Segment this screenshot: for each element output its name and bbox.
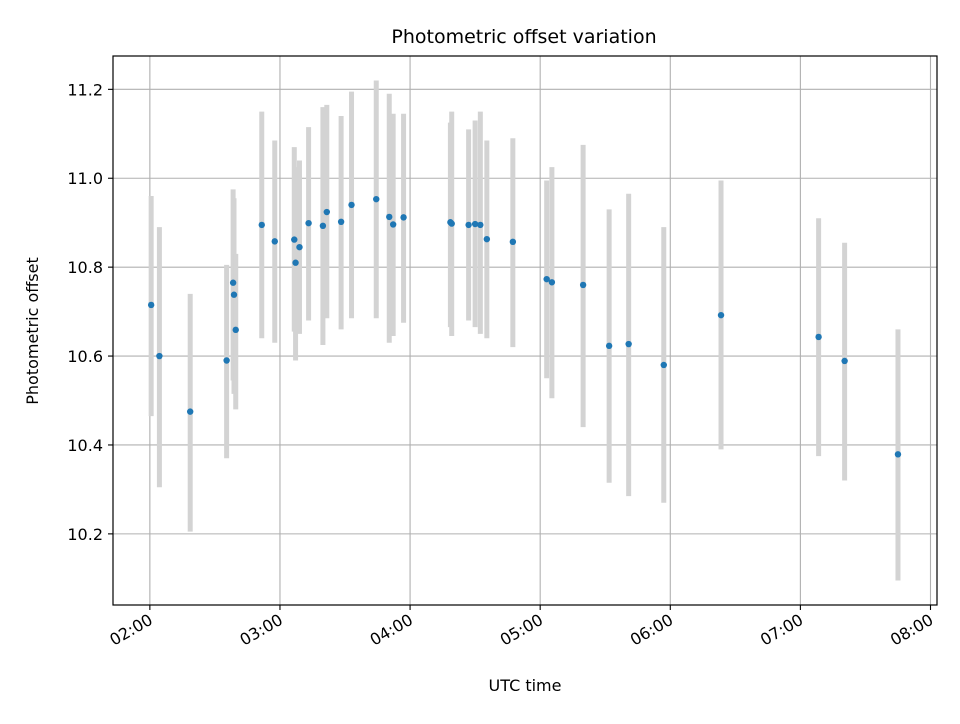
data-point [483,235,491,243]
grid [113,56,937,605]
data-point [291,236,298,243]
data-point [471,220,479,228]
data-point [232,326,239,334]
y-axis-label: Photometric offset [23,257,42,405]
data-point [271,238,278,245]
data-point [660,361,667,369]
data-point [894,451,902,458]
data-point [223,357,230,364]
data-point [579,281,587,289]
data-point [156,352,163,360]
data-point [186,408,194,415]
data-point [548,279,556,286]
data-point [448,220,455,227]
data-point [147,301,155,309]
data-point [305,219,312,227]
data-point [841,357,848,365]
data-point [373,195,380,203]
data-point [509,238,517,246]
data-point [337,218,345,226]
y-axis: 10.2 10.4 10.6 10.8 11.0 11.2 [67,80,113,544]
y-tick-label: 10.6 [67,347,103,366]
data-point [717,311,725,319]
x-axis-label: UTC time [489,676,562,695]
data-point [477,221,484,229]
data-point [348,201,355,209]
chart-title: Photometric offset variation [391,26,656,48]
data-point [389,221,397,228]
data-point [230,291,238,298]
data-point [292,259,299,266]
data-point [625,340,632,348]
y-tick-label: 11.2 [67,80,103,99]
data-point [815,333,822,341]
data-point [319,222,327,230]
y-tick-label: 10.8 [67,258,103,277]
y-tick-label: 10.4 [67,436,103,455]
data-point [386,213,393,221]
data-points [147,195,902,458]
data-point [258,221,265,229]
data-point [400,214,407,221]
plot-frame [112,55,938,606]
data-point [323,208,331,216]
data-point [605,342,613,350]
data-point [296,243,303,251]
y-tick-label: 10.2 [67,525,103,544]
data-point [229,279,237,286]
data-point [465,221,472,229]
data-point [543,275,550,283]
y-tick-label: 11.0 [67,169,103,188]
